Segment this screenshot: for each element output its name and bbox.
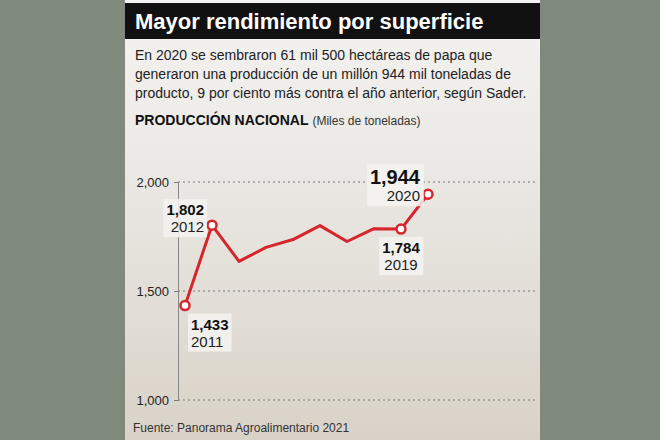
data-label-group: 1,7842019 <box>379 237 423 275</box>
data-point <box>208 221 217 230</box>
subtitle: En 2020 se sembraron 61 mil 500 hectárea… <box>135 47 526 101</box>
plot-marks <box>181 190 433 310</box>
axis-title: PRODUCCIÓN NACIONAL <box>135 111 309 128</box>
tick-mark <box>174 400 178 401</box>
title-band <box>125 3 540 39</box>
title: Mayor rendimiento por superficie <box>135 9 483 34</box>
data-point <box>181 301 190 310</box>
data-label: 1,433 <box>191 316 229 333</box>
axis-unit: (Miles de toneladas) <box>312 114 420 128</box>
category-label: 2012 <box>171 218 204 235</box>
tick: 1,500 <box>136 284 178 299</box>
data-label-group: 1,4332011 <box>188 314 232 352</box>
label-patch <box>163 199 207 237</box>
label-patch <box>379 237 423 275</box>
grid-line <box>178 400 536 401</box>
data-labels: 1,4332011 1,8022012 1,7842019 1,9442020 <box>163 164 423 351</box>
subtitle-line: generaron una producción de un millón 94… <box>135 66 511 82</box>
data-label-group: 1,8022012 <box>163 199 207 237</box>
tick: 2,000 <box>136 175 178 190</box>
data-label: 1,944 <box>370 166 421 188</box>
label-patch <box>367 164 424 206</box>
data-label: 1,802 <box>166 201 204 218</box>
data-point <box>424 190 433 199</box>
data-label: 1,784 <box>382 239 420 256</box>
subtitle-line: producto, 9 por ciento más contra el año… <box>135 85 526 101</box>
tick-label: 1,000 <box>136 393 169 408</box>
subtitle-line: En 2020 se sembraron 61 mil 500 hectárea… <box>135 47 492 63</box>
data-label-group: 1,9442020 <box>367 164 424 206</box>
grid-line <box>178 291 536 292</box>
category-label: 2019 <box>384 256 417 273</box>
tick-mark <box>174 291 178 292</box>
grid <box>178 182 536 400</box>
category-label: 2020 <box>387 187 420 204</box>
tick-label: 2,000 <box>136 175 169 190</box>
category-label: 2011 <box>191 333 223 350</box>
data-point <box>397 225 406 234</box>
label-patch <box>188 314 232 352</box>
source: Fuente: Panorama Agroalimentario 2021 <box>133 421 349 435</box>
tick-mark <box>174 182 178 183</box>
tick: 1,000 <box>136 393 178 408</box>
panel-background <box>125 0 540 440</box>
chart-root: Mayor rendimiento por superficie En 2020 … <box>0 0 660 440</box>
grid-line <box>178 182 536 183</box>
tick-label: 1,500 <box>136 284 169 299</box>
data-line <box>185 194 428 305</box>
